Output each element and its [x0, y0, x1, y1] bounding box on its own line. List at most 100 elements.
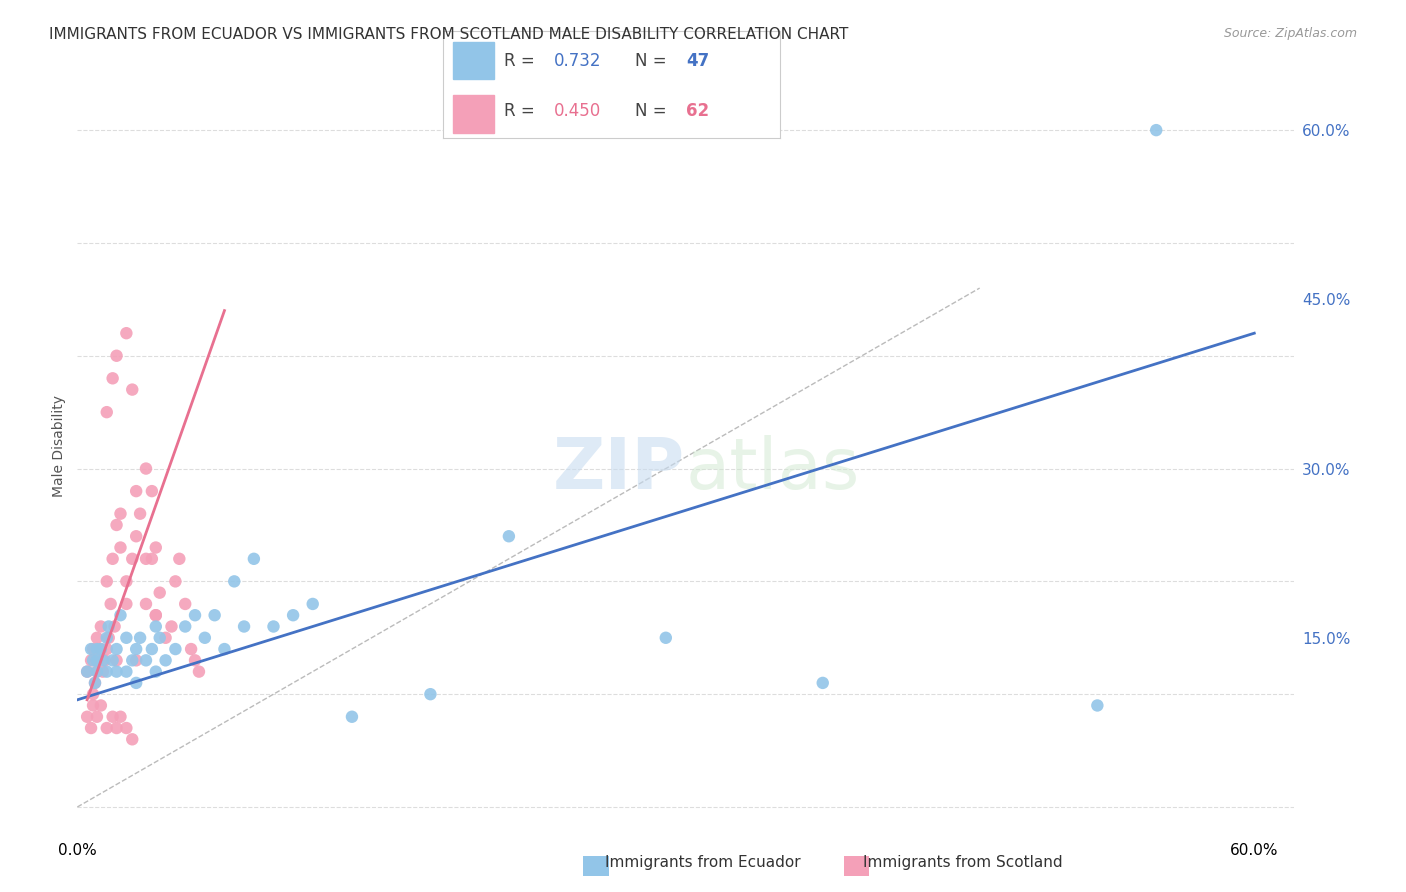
Point — [121, 383, 143, 397]
Point — [811, 676, 834, 690]
Point — [155, 653, 177, 667]
Text: Immigrants from Scotland: Immigrants from Scotland — [863, 855, 1063, 870]
Text: 0.732: 0.732 — [554, 53, 602, 70]
Point — [135, 653, 157, 667]
Point — [90, 642, 112, 657]
Point — [180, 642, 202, 657]
Point — [129, 507, 152, 521]
Point — [169, 551, 191, 566]
Point — [145, 665, 167, 679]
Point — [96, 574, 118, 589]
Point — [76, 665, 98, 679]
Point — [141, 642, 163, 657]
Point — [129, 631, 152, 645]
Point — [115, 721, 138, 735]
Point — [110, 541, 132, 555]
Point — [101, 710, 124, 724]
Point — [184, 608, 207, 623]
Point — [86, 642, 108, 657]
Point — [281, 608, 304, 623]
Point — [145, 619, 167, 633]
Point — [115, 665, 138, 679]
Point — [141, 551, 163, 566]
Point — [86, 653, 108, 667]
Point — [498, 529, 520, 543]
Point — [135, 597, 157, 611]
Point — [80, 642, 103, 657]
Point — [96, 721, 118, 735]
Point — [121, 653, 143, 667]
Text: 0.450: 0.450 — [554, 103, 602, 120]
Point — [100, 597, 122, 611]
Point — [90, 642, 112, 657]
Point — [84, 676, 107, 690]
Point — [101, 653, 124, 667]
Point — [160, 619, 183, 633]
Point — [224, 574, 246, 589]
Point — [105, 349, 128, 363]
Point — [82, 653, 104, 667]
Point — [86, 710, 108, 724]
Point — [80, 721, 103, 735]
Point — [125, 676, 148, 690]
Point — [115, 326, 138, 341]
Point — [135, 461, 157, 475]
Point — [204, 608, 226, 623]
Point — [97, 631, 120, 645]
Point — [115, 574, 138, 589]
Point — [110, 608, 132, 623]
Point — [194, 631, 217, 645]
Text: ZIP: ZIP — [553, 434, 686, 503]
Text: N =: N = — [636, 103, 672, 120]
Point — [165, 574, 187, 589]
Point — [125, 653, 148, 667]
Point — [86, 665, 108, 679]
Point — [1144, 123, 1167, 137]
Point — [233, 619, 256, 633]
Text: IMMIGRANTS FROM ECUADOR VS IMMIGRANTS FROM SCOTLAND MALE DISABILITY CORRELATION : IMMIGRANTS FROM ECUADOR VS IMMIGRANTS FR… — [49, 27, 849, 42]
Point — [105, 642, 128, 657]
Point — [141, 484, 163, 499]
Text: R =: R = — [503, 103, 540, 120]
Point — [188, 665, 211, 679]
Point — [90, 698, 112, 713]
Point — [115, 597, 138, 611]
Point — [419, 687, 441, 701]
Point — [301, 597, 323, 611]
Point — [80, 653, 103, 667]
Point — [76, 710, 98, 724]
Point — [145, 608, 167, 623]
Text: N =: N = — [636, 53, 672, 70]
Point — [115, 631, 138, 645]
Point — [125, 642, 148, 657]
Point — [174, 597, 197, 611]
Point — [76, 665, 98, 679]
Point — [105, 665, 128, 679]
Point — [82, 687, 104, 701]
Point — [165, 642, 187, 657]
Bar — [453, 95, 494, 133]
Point — [96, 665, 118, 679]
Point — [94, 653, 117, 667]
Bar — [453, 42, 494, 79]
Point — [101, 371, 124, 385]
Point — [1085, 698, 1108, 713]
Point — [135, 551, 157, 566]
Point — [105, 721, 128, 735]
Point — [105, 653, 128, 667]
Point — [243, 551, 266, 566]
Point — [96, 642, 118, 657]
Point — [145, 608, 167, 623]
Point — [82, 642, 104, 657]
Point — [149, 631, 172, 645]
Point — [121, 551, 143, 566]
Point — [82, 698, 104, 713]
Point — [90, 619, 112, 633]
Point — [125, 529, 148, 543]
Point — [96, 631, 118, 645]
Point — [655, 631, 678, 645]
Point — [174, 619, 197, 633]
Point — [263, 619, 285, 633]
Point — [214, 642, 236, 657]
Point — [86, 631, 108, 645]
